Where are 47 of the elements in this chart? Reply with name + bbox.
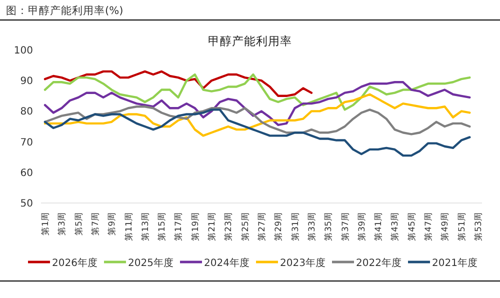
chart-title: 甲醇产能利用率 bbox=[208, 34, 292, 48]
x-tick-label: 第37周 bbox=[340, 212, 351, 241]
x-tick-label: 第41周 bbox=[373, 212, 384, 241]
x-tick-label: 第31周 bbox=[290, 212, 301, 241]
line-series bbox=[44, 70, 313, 97]
x-tick-label: 第29周 bbox=[273, 212, 284, 241]
x-tick-label: 第47周 bbox=[423, 212, 434, 241]
x-tick-label: 第21周 bbox=[206, 212, 218, 241]
x-tick-label: 第17周 bbox=[173, 212, 184, 241]
x-tick-label: 第7周 bbox=[90, 212, 101, 236]
x-tick-label: 第15周 bbox=[156, 212, 168, 241]
x-tick-label: 第23周 bbox=[223, 212, 234, 241]
x-tick-label: 第45周 bbox=[406, 212, 418, 241]
x-tick-label: 第9周 bbox=[106, 212, 118, 236]
x-tick-label: 第43周 bbox=[390, 212, 401, 241]
legend-label: 2021年度 bbox=[432, 257, 478, 269]
x-tick-label: 第25周 bbox=[240, 212, 251, 241]
x-tick-label: 第13周 bbox=[140, 212, 151, 241]
x-tick-label: 第39周 bbox=[356, 212, 368, 241]
y-tick-label: 60 bbox=[20, 168, 33, 179]
line-series bbox=[44, 108, 471, 157]
legend-label: 2023年度 bbox=[280, 257, 326, 269]
x-tick-label: 第51周 bbox=[456, 212, 468, 241]
text: 图：甲醇产能利用率(%) bbox=[6, 4, 124, 17]
x-tick-label: 第5周 bbox=[73, 212, 84, 236]
line-series bbox=[44, 81, 471, 126]
line-series bbox=[44, 106, 471, 136]
x-tick-label: 第35周 bbox=[323, 212, 334, 241]
y-tick-label: 50 bbox=[20, 198, 33, 210]
x-tick-label: 第27周 bbox=[256, 212, 268, 241]
x-tick-label: 第1周 bbox=[40, 212, 51, 236]
x-tick-label: 第53周 bbox=[473, 212, 484, 241]
x-tick-label: 第3周 bbox=[56, 212, 68, 236]
y-tick-label: 70 bbox=[20, 137, 33, 148]
line-series bbox=[44, 93, 471, 137]
legend-label: 2024年度 bbox=[204, 257, 250, 269]
x-tick-label: 第11周 bbox=[123, 212, 134, 241]
x-tick-label: 第49周 bbox=[440, 212, 451, 241]
y-tick-label: 100 bbox=[14, 46, 33, 56]
y-tick-label: 80 bbox=[20, 106, 33, 118]
legend-label: 2025年度 bbox=[128, 257, 174, 269]
legend-label: 2022年度 bbox=[356, 257, 402, 269]
line-series bbox=[44, 73, 471, 111]
legend-label: 2026年度 bbox=[52, 257, 98, 269]
y-tick-label: 90 bbox=[20, 76, 33, 88]
x-tick-label: 第33周 bbox=[306, 212, 318, 241]
x-tick-label: 第19周 bbox=[190, 212, 201, 241]
